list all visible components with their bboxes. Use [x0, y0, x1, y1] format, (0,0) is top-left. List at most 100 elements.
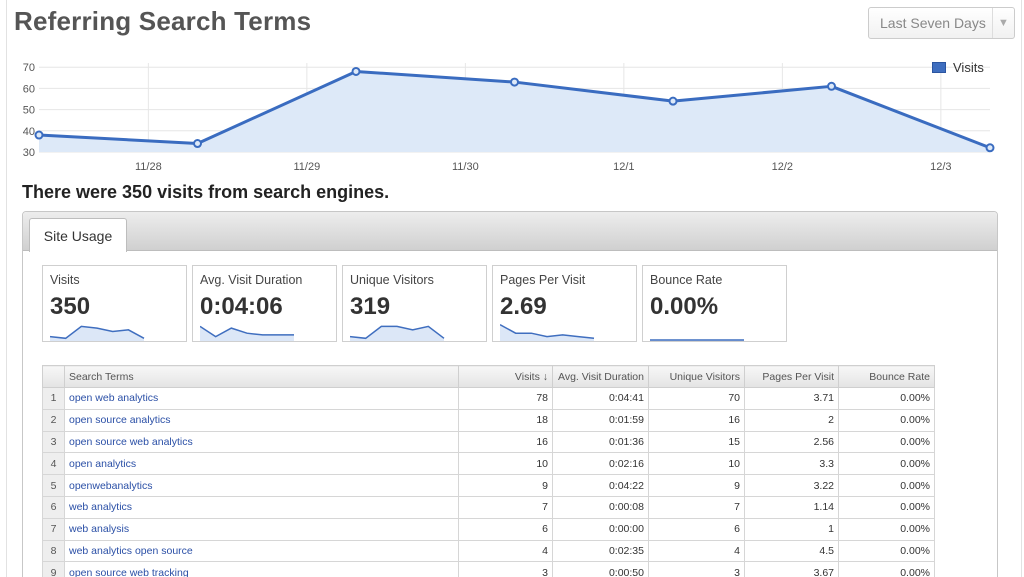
- column-header-pages-per-visit[interactable]: Pages Per Visit: [744, 365, 839, 388]
- search-term-link[interactable]: web analytics: [64, 495, 459, 519]
- data-point: [34, 130, 44, 140]
- y-tick-label: 70: [23, 62, 35, 74]
- cell-visits: 18: [458, 408, 553, 432]
- sparkline: [350, 325, 445, 341]
- tab-bar: Site Usage: [23, 212, 997, 252]
- cell-pages-per-visit: 3.22: [744, 474, 839, 497]
- x-tick-label: 12/1: [613, 161, 634, 173]
- table-row: 6 web analytics 7 0:00:08 7 1.14 0.00%: [42, 495, 935, 519]
- cell-visits: 78: [458, 387, 553, 410]
- cell-unique-visitors: 6: [648, 517, 745, 541]
- cell-unique-visitors: 16: [648, 408, 745, 432]
- search-term-link[interactable]: open source analytics: [64, 408, 459, 432]
- legend-swatch-visits: [932, 62, 946, 73]
- metric-label: Pages Per Visit: [500, 273, 586, 287]
- search-term-link[interactable]: open web analytics: [64, 387, 459, 410]
- search-term-link[interactable]: web analysis: [64, 517, 459, 541]
- column-header-visits[interactable]: Visits ↓: [458, 365, 553, 388]
- x-tick-label: 11/29: [294, 161, 321, 173]
- y-tick-label: 30: [23, 147, 35, 159]
- cell-unique-visitors: 9: [648, 474, 745, 497]
- x-tick-label: 12/3: [930, 161, 951, 173]
- column-header-search-terms[interactable]: Search Terms: [64, 365, 459, 388]
- date-range-select[interactable]: Last Seven Days ▼: [868, 7, 1015, 39]
- cell-bounce-rate: 0.00%: [838, 430, 935, 454]
- data-point: [193, 139, 202, 149]
- metric-value: 0.00%: [650, 293, 719, 320]
- sparkline-line: [500, 324, 595, 340]
- column-header-index: [42, 365, 65, 388]
- cell-visits: 3: [458, 561, 553, 577]
- cell-avg-visit-duration: 0:02:16: [552, 452, 649, 476]
- search-term-link[interactable]: openwebanalytics: [64, 474, 459, 497]
- row-number: 7: [42, 517, 65, 541]
- visits-trend-chart: 30 40 50 60 70 11/28 11/29 11/30 12/1 12/2 12/3: [23, 62, 995, 173]
- report-panel: Site Usage Visits 350 Avg. Visit Duratio…: [22, 211, 998, 577]
- row-number: 5: [42, 474, 65, 497]
- cell-avg-visit-duration: 0:01:36: [552, 430, 649, 454]
- metric-card-bounce-rate: Bounce Rate 0.00%: [642, 265, 787, 342]
- row-number: 4: [42, 452, 65, 476]
- metric-value: 319: [350, 293, 391, 320]
- cell-visits: 9: [458, 474, 553, 497]
- search-term-link[interactable]: open source web analytics: [64, 430, 459, 454]
- metric-label: Visits: [50, 273, 80, 287]
- sort-descending-icon: ↓: [542, 370, 548, 383]
- table-row: 3 open source web analytics 16 0:01:36 15 2.5…: [42, 430, 935, 454]
- cell-unique-visitors: 10: [648, 452, 745, 476]
- sparkline-area: [500, 324, 594, 341]
- metric-label: Unique Visitors: [350, 273, 434, 287]
- cell-bounce-rate: 0.00%: [838, 561, 935, 577]
- data-point: [827, 81, 836, 91]
- metric-card-visits: Visits 350: [42, 265, 187, 342]
- cell-avg-visit-duration: 0:00:00: [552, 517, 649, 541]
- x-tick-label: 11/30: [452, 161, 479, 173]
- cell-bounce-rate: 0.00%: [838, 408, 935, 432]
- visits-summary: There were 350 visits from search engine…: [22, 182, 390, 202]
- search-term-link[interactable]: open analytics: [64, 452, 459, 476]
- row-number: 3: [42, 430, 65, 454]
- row-number: 2: [42, 408, 65, 432]
- table-row: 5 openwebanalytics 9 0:04:22 9 3.22 0.00%: [42, 474, 935, 497]
- y-tick-label: 60: [23, 83, 35, 95]
- cell-visits: 7: [458, 495, 553, 519]
- table-header-row: Search Terms Visits ↓ Avg. Visit Duratio…: [42, 365, 935, 388]
- cell-avg-visit-duration: 0:01:59: [552, 408, 649, 432]
- chevron-down-icon[interactable]: ▼: [992, 8, 1014, 38]
- data-point: [510, 77, 519, 87]
- cell-bounce-rate: 0.00%: [838, 474, 935, 497]
- sparkline: [500, 324, 595, 341]
- cell-bounce-rate: 0.00%: [838, 387, 935, 410]
- cell-bounce-rate: 0.00%: [838, 517, 935, 541]
- sparkline-line: [350, 325, 445, 340]
- cell-unique-visitors: 7: [648, 495, 745, 519]
- column-header-bounce-rate[interactable]: Bounce Rate: [838, 365, 935, 388]
- column-header-avg-visit-duration[interactable]: Avg. Visit Duration: [552, 365, 649, 388]
- cell-avg-visit-duration: 0:04:22: [552, 474, 649, 497]
- cell-pages-per-visit: 3.71: [744, 387, 839, 410]
- data-point: [351, 66, 361, 76]
- sparkline: [200, 325, 294, 341]
- cell-bounce-rate: 0.00%: [838, 539, 935, 563]
- metric-card-pages-per-visit: Pages Per Visit 2.69: [492, 265, 637, 342]
- sparkline: [50, 325, 145, 341]
- cell-avg-visit-duration: 0:02:35: [552, 539, 649, 563]
- search-term-link[interactable]: open source web tracking: [64, 561, 459, 577]
- metric-card-unique-visitors: Unique Visitors 319: [342, 265, 487, 342]
- tab-site-usage[interactable]: Site Usage: [29, 218, 127, 252]
- table-row: 4 open analytics 10 0:02:16 10 3.3 0.00%: [42, 452, 935, 476]
- search-term-link[interactable]: web analytics open source: [64, 539, 459, 563]
- sparkline-area: [50, 326, 144, 341]
- row-number: 6: [42, 495, 65, 519]
- legend-label-visits: Visits: [953, 60, 984, 75]
- row-number: 1: [42, 387, 65, 410]
- column-header-visits-label: Visits: [514, 370, 540, 383]
- column-header-unique-visitors[interactable]: Unique Visitors: [648, 365, 745, 388]
- metric-value: 2.69: [500, 293, 547, 320]
- cell-bounce-rate: 0.00%: [838, 495, 935, 519]
- cell-pages-per-visit: 1.14: [744, 495, 839, 519]
- page-frame: [6, 0, 1022, 577]
- sparkline-area: [350, 326, 444, 341]
- x-tick-label: 11/28: [135, 161, 162, 173]
- cell-pages-per-visit: 1: [744, 517, 839, 541]
